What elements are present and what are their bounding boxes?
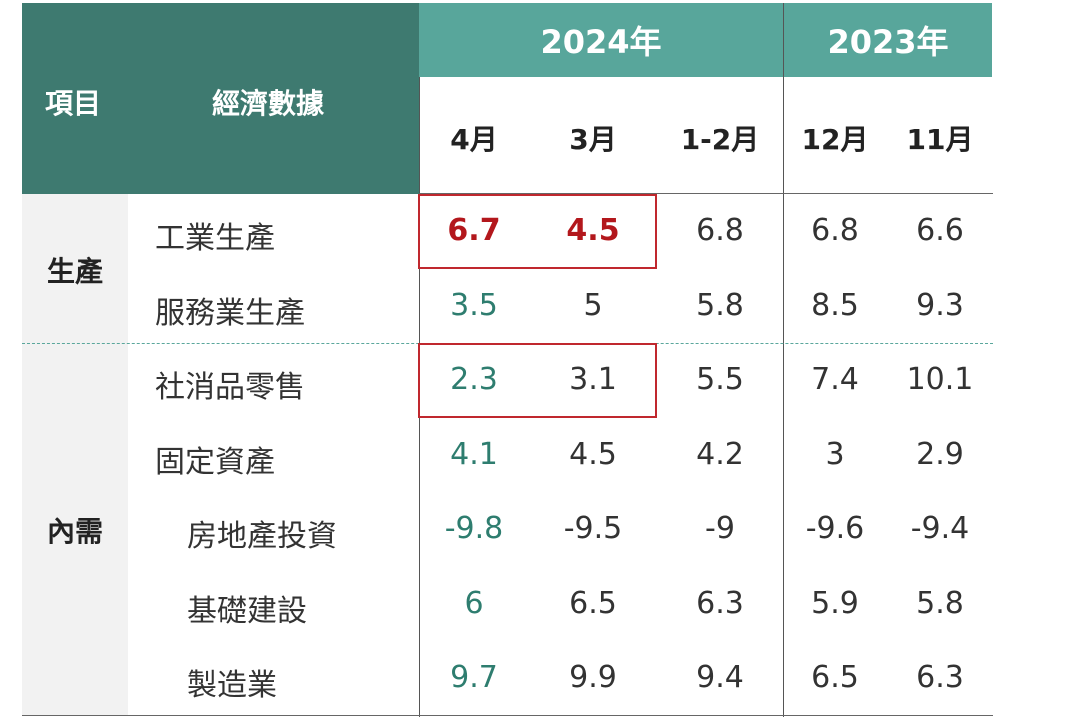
header-left-block xyxy=(22,3,419,194)
table-cell: 9.7 xyxy=(450,660,498,695)
table-cell: 2.9 xyxy=(916,437,964,472)
month-header-dec: 12月 xyxy=(801,123,869,156)
year-header-2023: 2023年 xyxy=(784,3,992,77)
table-cell: 3 xyxy=(825,437,845,472)
table-cell: 6.7 xyxy=(447,213,501,248)
month-header-mar: 3月 xyxy=(569,123,617,156)
header-data-label: 經濟數據 xyxy=(212,87,325,120)
table-cell: 6.6 xyxy=(916,213,964,248)
header-item-label: 項目 xyxy=(45,87,102,120)
table-cell: 5.8 xyxy=(916,586,964,621)
row-label-manufacturing: 製造業 xyxy=(187,668,277,703)
table-cell: 4.1 xyxy=(450,437,498,472)
divider-table-bottom xyxy=(22,715,993,716)
row-label-industrial-production: 工業生產 xyxy=(155,221,275,256)
table-cell: 6.8 xyxy=(696,213,744,248)
table-cell: 5.8 xyxy=(696,288,744,323)
table-cell: 8.5 xyxy=(811,288,859,323)
highlight-box-industrial xyxy=(418,194,657,269)
table-cell: 6 xyxy=(464,586,484,621)
table-cell: 4.5 xyxy=(569,437,617,472)
table-cell: -9.4 xyxy=(910,511,970,546)
divider-header-bottom xyxy=(419,193,993,194)
month-header-nov: 11月 xyxy=(906,123,974,156)
table-cell: 6.3 xyxy=(916,660,964,695)
table-cell: 7.4 xyxy=(811,362,859,397)
table-cell: 3.1 xyxy=(569,362,617,397)
table-cell: 3.5 xyxy=(450,288,498,323)
table-cell: 9.4 xyxy=(696,660,744,695)
table-cell: -9 xyxy=(705,511,735,546)
table-cell: 2.3 xyxy=(450,362,498,397)
table-cell: 4.5 xyxy=(566,213,620,248)
table-cell: -9.6 xyxy=(805,511,865,546)
year-2023-label: 2023年 xyxy=(827,23,949,61)
row-label-real-estate-investment: 房地產投資 xyxy=(187,519,337,554)
table-cell: -9.5 xyxy=(563,511,623,546)
table-cell: 5 xyxy=(583,288,603,323)
highlight-box-retail xyxy=(418,343,657,418)
category-production: 生產 xyxy=(46,255,103,288)
table-cell: 4.2 xyxy=(696,437,744,472)
table-cell: 6.5 xyxy=(811,660,859,695)
divider-vertical-years xyxy=(783,3,784,717)
table-cell: 6.5 xyxy=(569,586,617,621)
row-label-fixed-assets: 固定資產 xyxy=(155,445,275,480)
table-cell: -9.8 xyxy=(444,511,504,546)
year-header-2024: 2024年 xyxy=(419,3,783,77)
month-header-apr: 4月 xyxy=(450,123,498,156)
table-cell: 5.5 xyxy=(696,362,744,397)
category-domestic-demand: 內需 xyxy=(46,515,103,548)
category-column xyxy=(22,194,128,716)
row-label-infrastructure: 基礎建設 xyxy=(187,594,307,629)
table-cell: 9.9 xyxy=(569,660,617,695)
table-cell: 5.9 xyxy=(811,586,859,621)
table-cell: 6.8 xyxy=(811,213,859,248)
row-label-service-production: 服務業生產 xyxy=(155,296,305,331)
row-label-retail-sales: 社消品零售 xyxy=(155,370,305,405)
table-cell: 6.3 xyxy=(696,586,744,621)
year-2024-label: 2024年 xyxy=(540,23,662,61)
month-header-jan-feb: 1-2月 xyxy=(680,123,760,156)
table-cell: 9.3 xyxy=(916,288,964,323)
table-cell: 10.1 xyxy=(906,362,974,397)
